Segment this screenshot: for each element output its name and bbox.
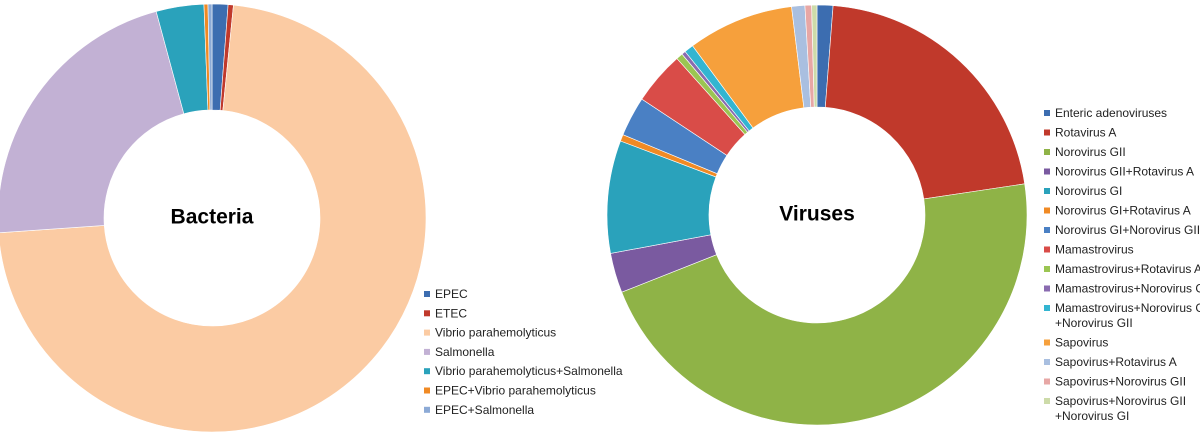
viruses-slices — [606, 4, 1028, 426]
legend-label-vibrio-parahemolyticus-salmonella: Vibrio parahemolyticus+Salmonella — [435, 364, 623, 378]
legend-label-sapovirus-norovirus-gii-norovirus-gi: Sapovirus+Norovirus GII +Norovirus GI — [1055, 394, 1186, 423]
bacteria-legend: EPEC ETEC Vibrio parahemolyticus Salmonella… — [424, 287, 623, 417]
viruses-donut-chart: Viruses Enteric adenoviruses Rotavirus A N… — [606, 4, 1200, 426]
legend-label-norovirus-gi-norovirus-gii: Norovirus GI+Norovirus GII — [1055, 223, 1200, 237]
viruses-legend: Enteric adenoviruses Rotavirus A Norovirus… — [1044, 106, 1200, 423]
legend-swatch-norovirus-gi-rotavirus-a — [1044, 207, 1050, 214]
bacteria-donut-chart: Bacteria EPEC ETEC Vibrio parahemolyticus S… — [0, 3, 623, 433]
slice-salmonella — [0, 11, 185, 233]
legend-label-epec-salmonella: EPEC+Salmonella — [435, 403, 534, 417]
legend-swatch-rotavirus-a — [1044, 129, 1050, 136]
viruses-center-label: Viruses — [779, 203, 855, 226]
legend-label-norovirus-gi-rotavirus-a: Norovirus GI+Rotavirus A — [1055, 204, 1191, 218]
legend-swatch-vibrio-parahemolyticus-salmonella — [424, 368, 430, 375]
legend-swatch-sapovirus — [1044, 339, 1050, 346]
legend-swatch-sapovirus-rotavirus-a — [1044, 359, 1050, 365]
legend-swatch-sapovirus-norovirus-gii — [1044, 378, 1050, 385]
legend-label-norovirus-gii-rotavirus-a: Norovirus GII+Rotavirus A — [1055, 165, 1194, 179]
bacteria-center-label: Bacteria — [171, 206, 254, 229]
legend-swatch-norovirus-gi — [1044, 188, 1050, 194]
legend-swatch-sapovirus-norovirus-gii-norovirus-gi — [1044, 398, 1050, 404]
legend-swatch-mamastrovirus — [1044, 246, 1050, 253]
legend-swatch-norovirus-gii — [1044, 149, 1050, 155]
legend-swatch-mamastrovirus-norovirus-gi-norovirus-gii — [1044, 305, 1050, 311]
legend-label-sapovirus-norovirus-gii: Sapovirus+Norovirus GII — [1055, 375, 1186, 389]
slice-vibrio-parahemolyticus — [0, 4, 427, 433]
legend-label-epec-vibrio-parahemolyticus: EPEC+Vibrio parahemolyticus — [435, 384, 596, 398]
legend-swatch-salmonella — [424, 348, 430, 355]
bacteria-slices — [0, 3, 427, 433]
legend-label-rotavirus-a: Rotavirus A — [1055, 126, 1116, 140]
legend-label-etec: ETEC — [435, 306, 467, 320]
slice-sapovirus-norovirus-gii-norovirus-gi — [811, 4, 818, 108]
legend-label-sapovirus: Sapovirus — [1055, 336, 1108, 350]
slice-norovirus-gii — [621, 183, 1028, 426]
legend-label-sapovirus-rotavirus-a: Sapovirus+Rotavirus A — [1055, 355, 1177, 369]
legend-swatch-etec — [424, 310, 430, 317]
legend-swatch-vibrio-parahemolyticus — [424, 329, 430, 336]
legend-swatch-norovirus-gi-norovirus-gii — [1044, 227, 1050, 233]
legend-label-mamastrovirus-rotavirus-a: Mamastrovirus+Rotavirus A — [1055, 262, 1200, 276]
legend-label-norovirus-gi: Norovirus GI — [1055, 184, 1122, 198]
legend-label-salmonella: Salmonella — [435, 345, 495, 359]
legend-swatch-epec — [424, 291, 430, 297]
legend-label-epec: EPEC — [435, 287, 468, 301]
legend-swatch-mamastrovirus-rotavirus-a — [1044, 266, 1050, 272]
slice-epec-salmonella — [207, 3, 213, 111]
legend-label-mamastrovirus: Mamastrovirus — [1055, 243, 1134, 257]
legend-label-vibrio-parahemolyticus: Vibrio parahemolyticus — [435, 326, 556, 340]
legend-swatch-mamastrovirus-norovirus-gi — [1044, 285, 1050, 292]
legend-swatch-epec-salmonella — [424, 406, 430, 413]
legend-label-mamastrovirus-norovirus-gi-norovirus-gii: Mamastrovirus+Norovirus GI +Norovirus GII — [1055, 301, 1200, 330]
legend-label-mamastrovirus-norovirus-gi: Mamastrovirus+Norovirus GI — [1055, 282, 1200, 296]
legend-label-norovirus-gii: Norovirus GII — [1055, 145, 1126, 159]
slice-rotavirus-a — [824, 5, 1026, 200]
legend-swatch-epec-vibrio-parahemolyticus — [424, 387, 430, 394]
legend-swatch-enteric-adenoviruses — [1044, 110, 1050, 116]
legend-label-enteric-adenoviruses: Enteric adenoviruses — [1055, 106, 1167, 120]
legend-swatch-norovirus-gii-rotavirus-a — [1044, 168, 1050, 175]
